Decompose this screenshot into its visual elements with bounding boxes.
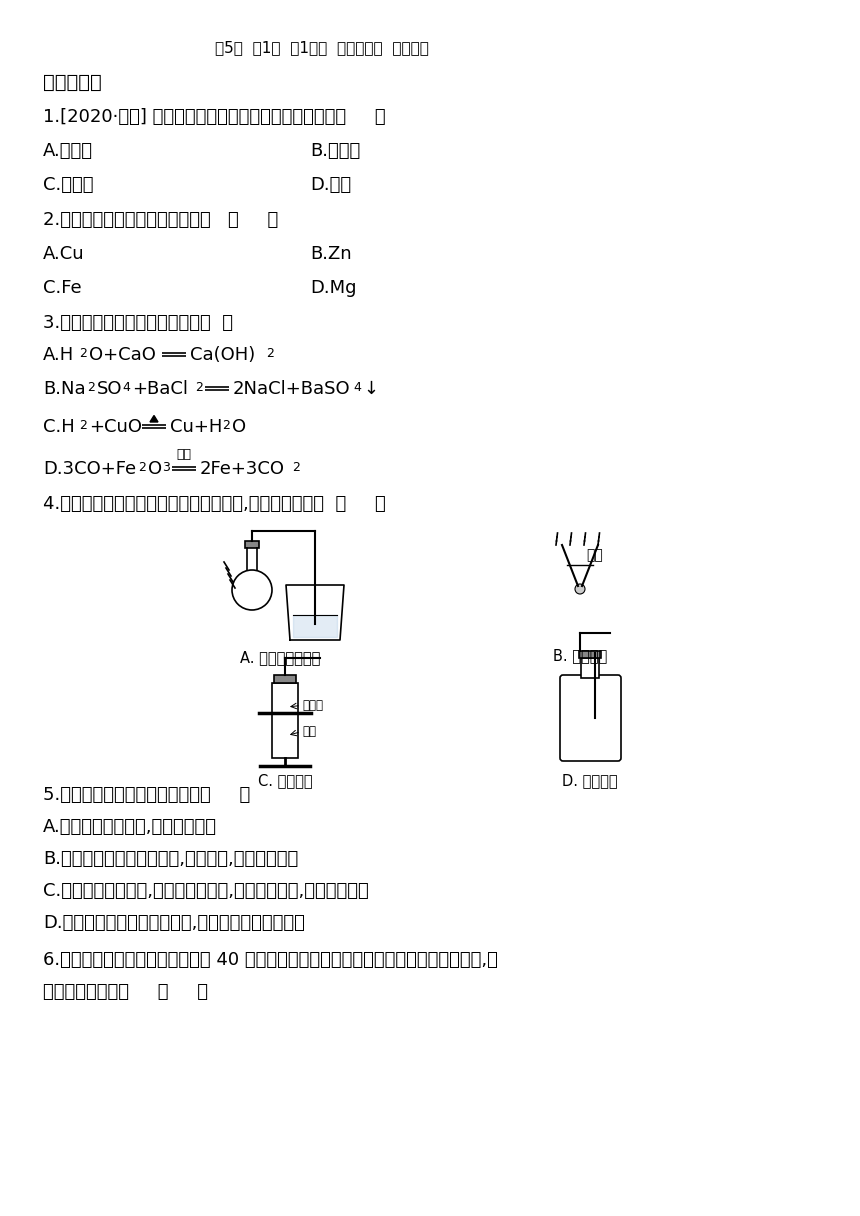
Text: 5.对实验现象的描述不正确的是（     ）: 5.对实验现象的描述不正确的是（ ） xyxy=(43,786,250,804)
FancyBboxPatch shape xyxy=(560,675,621,761)
Circle shape xyxy=(575,584,585,593)
FancyBboxPatch shape xyxy=(272,683,298,758)
Text: 锌粒: 锌粒 xyxy=(302,725,316,738)
Text: 2: 2 xyxy=(222,420,230,432)
Text: 4: 4 xyxy=(122,381,130,394)
Text: O: O xyxy=(148,460,163,478)
Text: 4.如是实验室制取并收集氢气的主要操作,其中不正确的是  （     ）: 4.如是实验室制取并收集氢气的主要操作,其中不正确的是 （ ） xyxy=(43,495,386,513)
Text: 2: 2 xyxy=(79,347,87,360)
Text: C. 产生氢气: C. 产生氢气 xyxy=(258,773,312,788)
Text: 2: 2 xyxy=(292,461,300,474)
Text: A.在空气中加热铜片,铜片表面变黑: A.在空气中加热铜片,铜片表面变黑 xyxy=(43,818,217,837)
Text: 第5章  第1节  第1课时  金属的性质  置换反应: 第5章 第1节 第1课时 金属的性质 置换反应 xyxy=(215,40,429,55)
Text: C.延展性: C.延展性 xyxy=(43,176,94,195)
Text: 3.下列化学反应属于置换反应的是  （: 3.下列化学反应属于置换反应的是 （ xyxy=(43,314,233,332)
Bar xyxy=(581,658,599,679)
Text: 2.下列不能与稀盐酸反应的金属是   （     ）: 2.下列不能与稀盐酸反应的金属是 （ ） xyxy=(43,212,279,229)
Text: 2: 2 xyxy=(138,461,146,474)
Text: B.Zn: B.Zn xyxy=(310,244,352,263)
Text: B.导电性: B.导电性 xyxy=(310,142,360,161)
Text: 需要考虑的因素是     （     ）: 需要考虑的因素是 （ ） xyxy=(43,983,208,1001)
Text: 4: 4 xyxy=(353,381,361,394)
Text: A.Cu: A.Cu xyxy=(43,244,84,263)
Text: O: O xyxy=(232,418,246,437)
Bar xyxy=(245,541,259,548)
Text: D.Mg: D.Mg xyxy=(310,278,357,297)
Text: C.Fe: C.Fe xyxy=(43,278,82,297)
Text: 镊子: 镊子 xyxy=(587,548,604,562)
Text: +CuO: +CuO xyxy=(89,418,142,437)
Text: ↓: ↓ xyxy=(363,379,378,398)
Text: 2Fe+3CO: 2Fe+3CO xyxy=(200,460,285,478)
Text: 3: 3 xyxy=(162,461,170,474)
Text: O+CaO: O+CaO xyxy=(89,347,156,364)
Text: B. 加入锌粒: B. 加入锌粒 xyxy=(553,648,607,663)
Text: D.光泽: D.光泽 xyxy=(310,176,351,195)
Text: Ca(OH): Ca(OH) xyxy=(190,347,255,364)
Text: D.3CO+Fe: D.3CO+Fe xyxy=(43,460,136,478)
Text: C.H: C.H xyxy=(43,418,75,437)
Text: 2: 2 xyxy=(195,381,203,394)
Text: A.导热性: A.导热性 xyxy=(43,142,93,161)
Bar xyxy=(579,651,601,658)
Text: SO: SO xyxy=(97,379,122,398)
Text: 2: 2 xyxy=(266,347,273,360)
Polygon shape xyxy=(150,416,158,422)
Text: Cu+H: Cu+H xyxy=(170,418,223,437)
Text: 高温: 高温 xyxy=(176,447,192,461)
Text: D.将光亮的锌粒放入稀硫酸中,锌粒表面产生大量气泡: D.将光亮的锌粒放入稀硫酸中,锌粒表面产生大量气泡 xyxy=(43,914,305,931)
Text: 2: 2 xyxy=(87,381,95,394)
Text: 2: 2 xyxy=(79,420,87,432)
Text: B.Na: B.Na xyxy=(43,379,86,398)
Bar xyxy=(274,675,296,683)
Text: 1.[2020·营口] 防雷击要远离金属制品。因为金属具有（     ）: 1.[2020·营口] 防雷击要远离金属制品。因为金属具有（ ） xyxy=(43,108,385,126)
Text: 一、选择题: 一、选择题 xyxy=(43,73,101,92)
Text: 2NaCl+BaSO: 2NaCl+BaSO xyxy=(233,379,351,398)
Text: A.H: A.H xyxy=(43,347,74,364)
Text: 稀硫酸: 稀硫酸 xyxy=(302,699,323,713)
Text: D. 收集氢气: D. 收集氢气 xyxy=(562,773,617,788)
Text: A. 检查装置气密性: A. 检查装置气密性 xyxy=(240,651,320,665)
Text: B.细铁丝在空气中剧烈燃烧,火星四射,生成黑色固体: B.细铁丝在空气中剧烈燃烧,火星四射,生成黑色固体 xyxy=(43,850,298,868)
Text: C.镁条在空气中燃烧,发出耀眼的白光,放出大量的热,生成白色固体: C.镁条在空气中燃烧,发出耀眼的白光,放出大量的热,生成白色固体 xyxy=(43,882,369,900)
Text: +BaCl: +BaCl xyxy=(132,379,188,398)
Text: 6.是中国人民银行为纪念改革开放 40 周年而发行的纪念币。在选择铸造纪念币的材料时,不: 6.是中国人民银行为纪念改革开放 40 周年而发行的纪念币。在选择铸造纪念币的材… xyxy=(43,951,498,969)
